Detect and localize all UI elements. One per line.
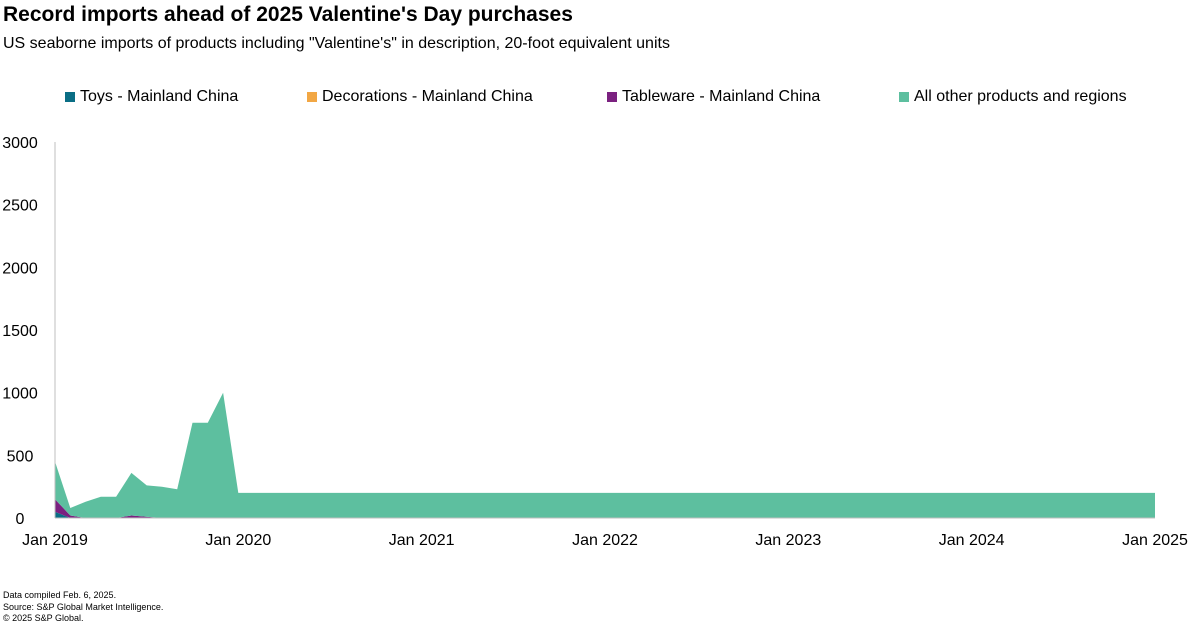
footnotes: Data compiled Feb. 6, 2025. Source: S&P … [3, 590, 163, 625]
y-tick-label: 1000 [2, 386, 38, 403]
legend-item-decorations: Decorations - Mainland China [307, 88, 533, 106]
x-tick-label: Jan 2023 [755, 532, 821, 549]
x-tick-label: Jan 2025 [1122, 532, 1188, 549]
footnote-copyright: © 2025 S&P Global. [3, 613, 84, 623]
x-tick-label: Jan 2020 [205, 532, 271, 549]
chart-title: Record imports ahead of 2025 Valentine's… [3, 3, 573, 26]
x-tick-label: Jan 2022 [572, 532, 638, 549]
y-tick-label: 2500 [2, 198, 38, 215]
legend-swatch-tableware [607, 92, 617, 102]
legend-swatch-other [899, 92, 909, 102]
chart-legend: Toys - Mainland China Decorations - Main… [0, 88, 1200, 110]
x-tick-label: Jan 2024 [939, 532, 1005, 549]
chart-plot: 0 500 1000 1500 2000 2500 3000 Jan 2019 Jan 202… [2, 135, 1188, 549]
y-tick-label: 3000 [2, 135, 38, 152]
legend-label-other: All other products and regions [914, 88, 1127, 105]
legend-item-tableware: Tableware - Mainland China [607, 88, 820, 106]
legend-label-toys: Toys - Mainland China [80, 88, 239, 105]
footnote-source: Source: S&P Global Market Intelligence. [3, 601, 164, 612]
legend-item-toys: Toys - Mainland China [65, 88, 238, 106]
series-area-3 [55, 392, 1155, 518]
legend-swatch-toys [65, 92, 75, 102]
footnote-compiled: Data compiled Feb. 6, 2025. [3, 590, 117, 600]
y-tick-label: 0 [16, 511, 25, 528]
y-tick-label: 2000 [2, 260, 38, 277]
y-axis: 0 500 1000 1500 2000 2500 3000 [2, 135, 38, 528]
x-tick-label: Jan 2019 [22, 532, 88, 549]
legend-label-decorations: Decorations - Mainland China [322, 88, 533, 105]
area-layer [55, 392, 1155, 518]
y-tick-label: 500 [7, 448, 34, 465]
x-tick-label: Jan 2021 [389, 532, 455, 549]
legend-item-other: All other products and regions [899, 88, 1127, 106]
legend-swatch-decorations [307, 92, 317, 102]
x-axis: Jan 2019 Jan 2020 Jan 2021 Jan 2022 Jan 2023… [22, 142, 1188, 549]
legend-label-tableware: Tableware - Mainland China [622, 88, 821, 105]
y-tick-label: 1500 [2, 323, 38, 340]
chart-subtitle: US seaborne imports of products includin… [3, 35, 670, 52]
